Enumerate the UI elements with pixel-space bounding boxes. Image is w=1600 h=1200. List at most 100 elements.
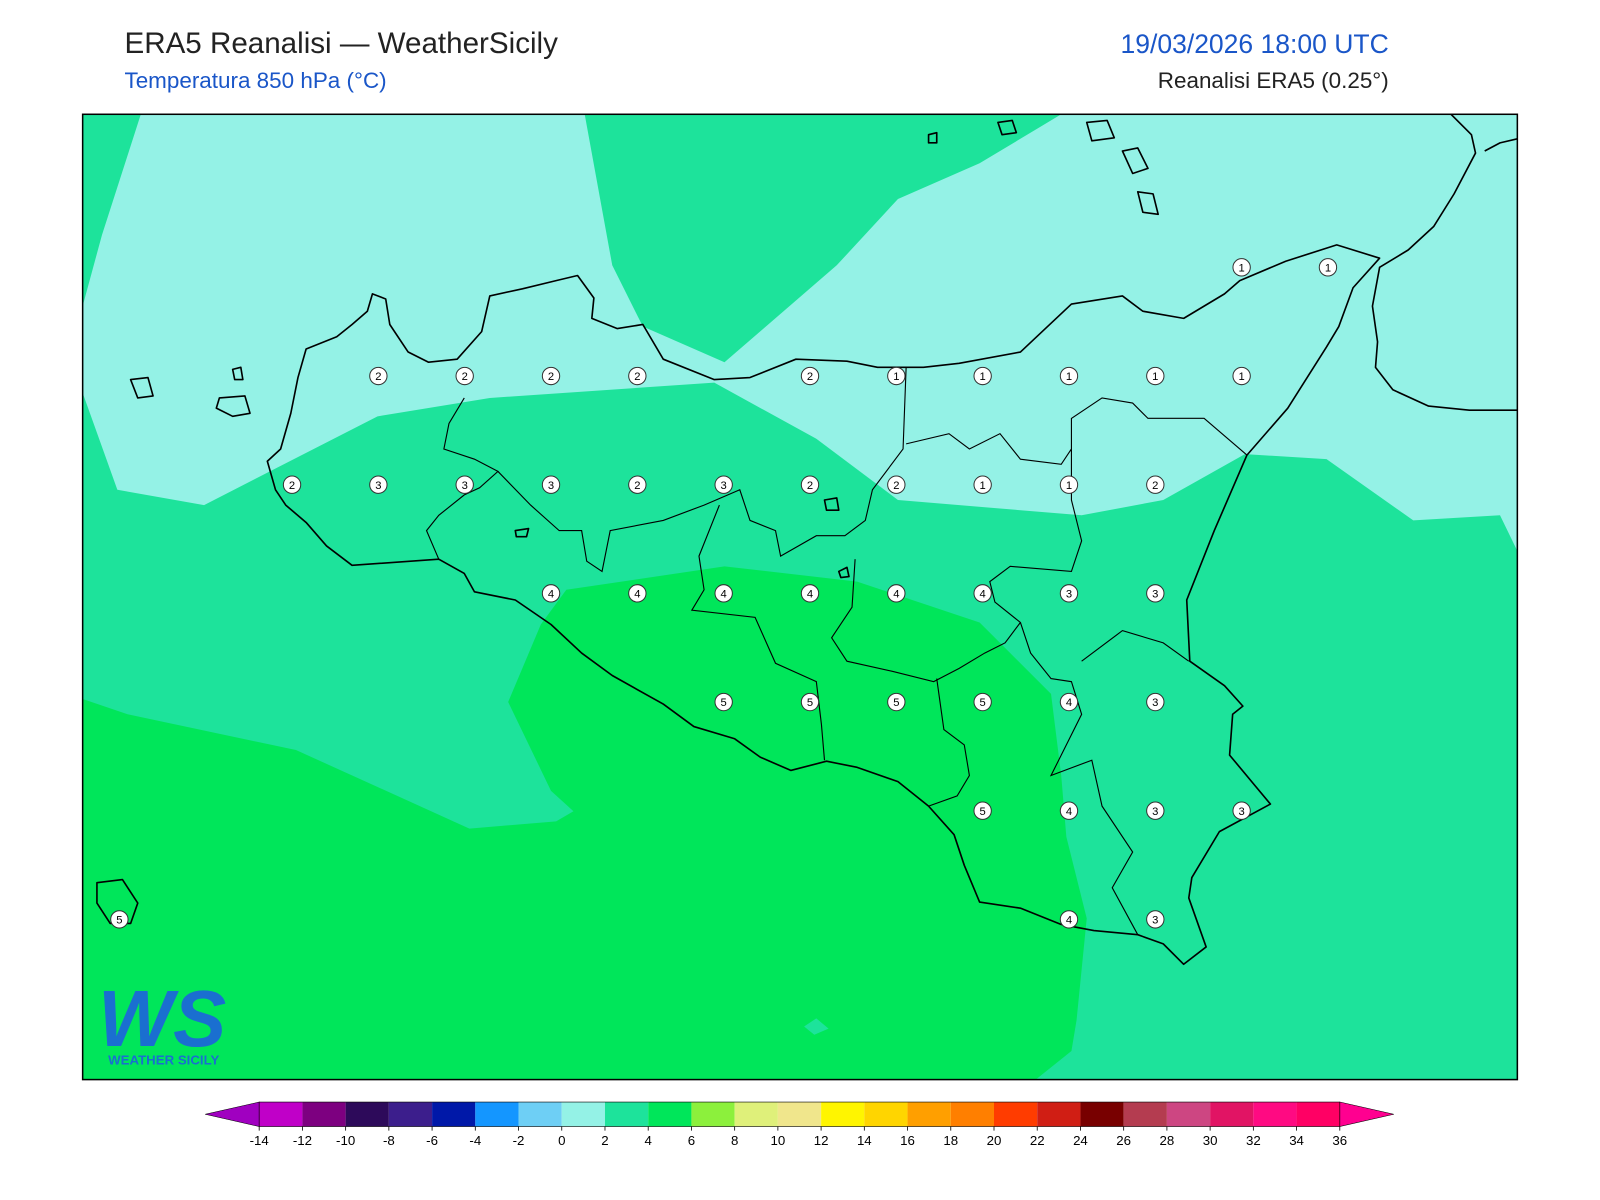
- grid-point: [800, 366, 820, 386]
- grid-point: [455, 475, 474, 494]
- grid-value: 4: [980, 588, 986, 600]
- colorbar-tick-label: 28: [1160, 1133, 1175, 1148]
- grid-point: [1232, 801, 1251, 820]
- grid-point: [282, 475, 302, 494]
- grid-point: [714, 692, 733, 712]
- grid-point: [1146, 584, 1165, 603]
- colorbar-band: [691, 1102, 735, 1127]
- map: 1 1 2 2 2 2 2 1 1 1 1 1 2 3 3 3 2 3 2 2 1 1 2 4 4 4 4 4 4 3 3 5 5 5 5 4 3 5 4 3…: [81, 113, 1519, 1081]
- colorbar: -14 -12 -10 -8 -6 -4 -2 0 2 4 6 8 10 12 14 16 18 20 22 24 26…: [205, 1101, 1394, 1148]
- grid-point: [1059, 910, 1079, 929]
- grid-point: [1146, 366, 1165, 386]
- grid-point: [800, 584, 820, 603]
- grid-value: 2: [548, 371, 554, 383]
- colorbar-band: [1080, 1102, 1124, 1127]
- colorbar-tick-label: -12: [293, 1133, 312, 1148]
- grid-value: 3: [721, 480, 727, 492]
- grid-point: [973, 801, 992, 820]
- grid-point: [800, 475, 820, 494]
- colorbar-band: [777, 1102, 822, 1127]
- colorbar-band: [994, 1102, 1038, 1127]
- grid-value: 5: [807, 697, 813, 709]
- grid-value: 4: [807, 588, 813, 600]
- colorbar-band: [561, 1102, 605, 1127]
- grid-point: [1146, 475, 1165, 494]
- grid-value: 1: [980, 371, 986, 383]
- colorbar-band: [950, 1102, 994, 1127]
- logo-mark: WS: [98, 974, 226, 1063]
- grid-point: [541, 584, 561, 603]
- subtitle: Temperatura 850 hPa (°C): [124, 68, 386, 93]
- colorbar-tick-label: -8: [383, 1133, 395, 1148]
- grid-value: 2: [1152, 480, 1158, 492]
- datetime: 19/03/2026 18:00 UTC: [1120, 29, 1388, 59]
- colorbar-tick-label: 36: [1332, 1133, 1347, 1148]
- colorbar-tick-label: -10: [336, 1133, 355, 1148]
- colorbar-tick-label: 0: [558, 1133, 565, 1148]
- colorbar-band: [1123, 1102, 1167, 1127]
- grid-value: 5: [893, 697, 899, 709]
- colorbar-tick-label: 24: [1073, 1133, 1088, 1148]
- grid-point: [887, 692, 906, 712]
- grid-value: 1: [1066, 371, 1072, 383]
- colorbar-band: [864, 1102, 908, 1127]
- colorbar-tick-label: 20: [987, 1133, 1002, 1148]
- grid-value: 4: [721, 588, 727, 600]
- grid-value: 5: [116, 914, 122, 926]
- colorbar-band: [518, 1102, 562, 1127]
- grid-point: [1146, 910, 1165, 929]
- logo-text: WEATHER SICILY: [108, 1052, 219, 1067]
- grid-point: [887, 366, 906, 386]
- colorbar-band: [345, 1102, 389, 1127]
- grid-value: 4: [548, 588, 554, 600]
- colorbar-band: [1253, 1102, 1297, 1127]
- grid-value: 2: [893, 480, 899, 492]
- field-4-6: [82, 566, 1087, 1080]
- colorbar-band: [1296, 1102, 1340, 1127]
- grid-value: 3: [1152, 914, 1158, 926]
- grid-value: 1: [1239, 262, 1245, 274]
- colorbar-band: [388, 1102, 433, 1127]
- colorbar-extend-max: [1339, 1101, 1394, 1127]
- grid-value: 5: [980, 806, 986, 818]
- colorbar-band: [907, 1102, 951, 1127]
- colorbar-band: [302, 1102, 346, 1127]
- colorbar-band: [1166, 1102, 1211, 1127]
- colorbar-band: [259, 1102, 303, 1127]
- colorbar-tick-label: 12: [814, 1133, 829, 1148]
- colorbar-band: [648, 1102, 692, 1127]
- island: [96, 119, 1159, 925]
- grid-value: 2: [634, 480, 640, 492]
- grid-value: 3: [1152, 806, 1158, 818]
- grid-value: 5: [721, 697, 727, 709]
- colorbar-tick-label: 18: [943, 1133, 958, 1148]
- grid-point: [1059, 801, 1079, 820]
- colorbar-frame: [258, 1101, 1341, 1127]
- colorbar-tick-label: -14: [250, 1133, 269, 1148]
- map-frame: [81, 113, 1519, 1081]
- colorbar-tick-label: -4: [469, 1133, 481, 1148]
- colorbar-tick-label: -2: [513, 1133, 525, 1148]
- grid-point: [1059, 584, 1079, 603]
- colorbar-tick-label: 6: [688, 1133, 695, 1148]
- colorbar-tick-label: 26: [1116, 1133, 1131, 1148]
- colorbar-tick-label: 34: [1289, 1133, 1304, 1148]
- colorbar-band: [432, 1102, 476, 1127]
- grid-point: [628, 584, 647, 603]
- colorbar-band: [475, 1102, 519, 1127]
- grid-value: 1: [1239, 371, 1245, 383]
- grid-point: [1059, 475, 1079, 494]
- grid-point: [369, 366, 388, 386]
- grid-point: [110, 910, 129, 929]
- grid-value: 2: [634, 371, 640, 383]
- grid-point: [628, 366, 647, 386]
- grid-point: [541, 475, 561, 494]
- grid-value: 3: [462, 480, 468, 492]
- colorbar-band: [1210, 1102, 1254, 1127]
- coastline-calabria: [1371, 114, 1518, 412]
- grid-point: [1232, 366, 1251, 386]
- grid-value: 3: [1152, 697, 1158, 709]
- grid-value: 4: [893, 588, 899, 600]
- coastline-calabria-top: [1484, 137, 1518, 152]
